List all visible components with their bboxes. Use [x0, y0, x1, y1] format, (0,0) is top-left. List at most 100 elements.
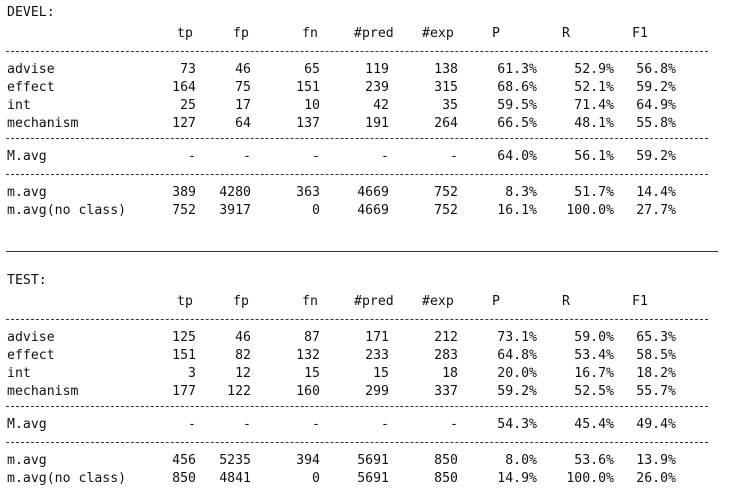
row-label: int	[7, 98, 31, 113]
cell-value: -	[381, 149, 389, 164]
cell-value: 177	[172, 384, 196, 399]
table-row: advise 125 46 87 171 212 73.1% 59.0% 65.3%	[0, 329, 732, 347]
cell-value: 64.8%	[497, 348, 537, 363]
column-header: P	[492, 26, 500, 41]
cell-value: 100.0%	[566, 203, 614, 218]
cell-value: 52.9%	[574, 62, 614, 77]
row-label: advise	[7, 330, 55, 345]
cell-value: 20.0%	[497, 366, 537, 381]
table-row: int 3 12 15 15 18 20.0% 16.7% 18.2%	[0, 365, 732, 383]
cell-value: 71.4%	[574, 98, 614, 113]
section-title: DEVEL:	[0, 4, 732, 22]
cell-value: 5235	[219, 453, 251, 468]
row-label: M.avg	[7, 417, 47, 432]
cell-value: 59.2%	[636, 149, 676, 164]
cell-value: 18	[442, 366, 458, 381]
cell-value: -	[243, 149, 251, 164]
cell-value: 8.3%	[505, 185, 537, 200]
cell-value: 4669	[357, 185, 389, 200]
dashed-rule	[6, 138, 708, 139]
cell-value: 456	[172, 453, 196, 468]
column-header-row: tp fp fn #pred #exp P R F1	[0, 293, 732, 311]
dashed-rule	[6, 174, 708, 175]
table-row: mechanism 127 64 137 191 264 66.5% 48.1% 55.8%	[0, 115, 732, 133]
cell-value: 17	[235, 98, 251, 113]
row-label: mechanism	[7, 384, 79, 399]
cell-value: -	[243, 417, 251, 432]
cell-value: 65.3%	[636, 330, 676, 345]
cell-value: 389	[172, 185, 196, 200]
cell-value: 13.9%	[636, 453, 676, 468]
cell-value: 64.9%	[636, 98, 676, 113]
section-title-text: TEST:	[7, 273, 47, 288]
row-label: advise	[7, 62, 55, 77]
cell-value: 0	[312, 203, 320, 218]
cell-value: 850	[434, 453, 458, 468]
cell-value: 56.1%	[574, 149, 614, 164]
cell-value: 239	[365, 80, 389, 95]
cell-value: 125	[172, 330, 196, 345]
cell-value: 363	[296, 185, 320, 200]
row-label: mechanism	[7, 116, 79, 131]
cell-value: -	[312, 149, 320, 164]
column-header: R	[562, 26, 570, 41]
cell-value: 137	[296, 116, 320, 131]
row-label: effect	[7, 80, 55, 95]
cell-value: 171	[365, 330, 389, 345]
column-header: F1	[632, 26, 648, 41]
cell-value: 18.2%	[636, 366, 676, 381]
macro-rule	[0, 130, 732, 148]
cell-value: 850	[172, 471, 196, 486]
cell-value: 151	[172, 348, 196, 363]
cell-value: 752	[434, 203, 458, 218]
cell-value: 54.3%	[497, 417, 537, 432]
cell-value: 87	[304, 330, 320, 345]
header-rule	[0, 43, 732, 61]
cell-value: 27.7%	[636, 203, 676, 218]
cell-value: 35	[442, 98, 458, 113]
cell-value: 42	[373, 98, 389, 113]
table-row: mechanism 177 122 160 299 337 59.2% 52.5% 55.7%	[0, 383, 732, 401]
column-header: #exp	[422, 294, 454, 309]
cell-value: 26.0%	[636, 471, 676, 486]
cell-value: 75	[235, 80, 251, 95]
header-rule	[0, 311, 732, 329]
table-row: effect 151 82 132 233 283 64.8% 53.4% 58.5%	[0, 347, 732, 365]
cell-value: 752	[434, 185, 458, 200]
column-header: fp	[233, 26, 249, 41]
column-header: fn	[302, 294, 318, 309]
cell-value: 10	[304, 98, 320, 113]
cell-value: -	[450, 417, 458, 432]
micro-average-row: m.avg 389 4280 363 4669 752 8.3% 51.7% 14.4%	[0, 184, 732, 202]
section-title-text: DEVEL:	[7, 5, 55, 20]
cell-value: 73	[180, 62, 196, 77]
micro-rule	[0, 434, 732, 452]
macro-average-row: M.avg - - - - - 64.0% 56.1% 59.2%	[0, 148, 732, 166]
cell-value: 850	[434, 471, 458, 486]
cell-value: 299	[365, 384, 389, 399]
cell-value: 45.4%	[574, 417, 614, 432]
row-label: m.avg	[7, 185, 47, 200]
cell-value: 191	[365, 116, 389, 131]
cell-value: 53.6%	[574, 453, 614, 468]
cell-value: 752	[172, 203, 196, 218]
cell-value: 51.7%	[574, 185, 614, 200]
cell-value: 14.9%	[497, 471, 537, 486]
micro-rule	[0, 166, 732, 184]
table-row: effect 164 75 151 239 315 68.6% 52.1% 59.2%	[0, 79, 732, 97]
row-label: M.avg	[7, 149, 47, 164]
column-header: tp	[177, 26, 193, 41]
section-title: TEST:	[0, 272, 732, 290]
cell-value: 53.4%	[574, 348, 614, 363]
cell-value: 138	[434, 62, 458, 77]
cell-value: 59.5%	[497, 98, 537, 113]
cell-value: 3917	[219, 203, 251, 218]
cell-value: 61.3%	[497, 62, 537, 77]
cell-value: 5691	[357, 471, 389, 486]
cell-value: 56.8%	[636, 62, 676, 77]
row-label: m.avg(no class)	[7, 203, 127, 218]
cell-value: 151	[296, 80, 320, 95]
section-separator	[6, 251, 718, 252]
cell-value: 48.1%	[574, 116, 614, 131]
cell-value: 64.0%	[497, 149, 537, 164]
